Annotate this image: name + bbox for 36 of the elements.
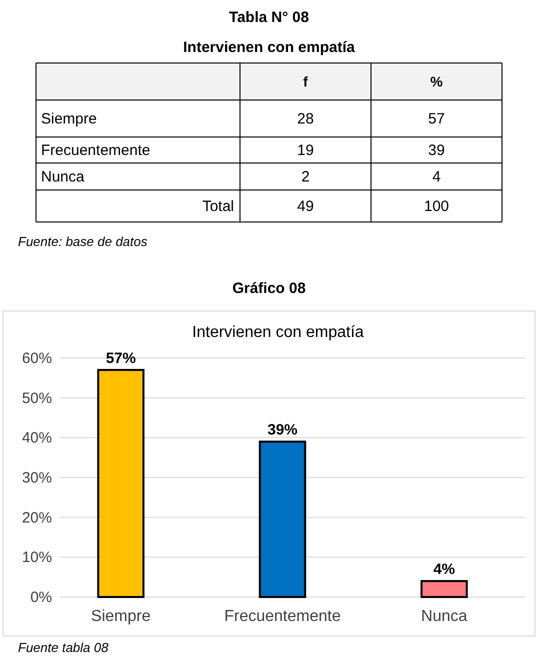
category-label: Siempre <box>41 110 97 128</box>
chart-subtitle: Intervienen con empatía <box>192 324 364 341</box>
data-label: 4 <box>432 168 441 186</box>
y-tick-label: 30% <box>22 470 52 486</box>
data-label: 57% <box>106 350 136 367</box>
source-note: Fuente: base de datos <box>18 234 148 249</box>
y-tick-label: 20% <box>22 509 52 526</box>
bar <box>258 440 306 598</box>
data-label: 49 <box>297 198 314 215</box>
bar <box>97 368 144 598</box>
data-label: 28 <box>297 110 314 128</box>
data-label: 39% <box>267 422 298 439</box>
y-tick-label: 40% <box>22 430 52 447</box>
x-tick-label: Siempre <box>91 608 151 625</box>
text: Intervienen con empatía <box>183 39 356 56</box>
bar <box>420 580 468 598</box>
y-tick-label: 50% <box>22 390 52 407</box>
y-tick-label: 0% <box>30 589 52 606</box>
x-tick-label: Nunca <box>421 608 468 625</box>
text: f <box>303 74 308 90</box>
data-label: 39 <box>428 142 445 159</box>
category-label: Total <box>202 198 234 215</box>
data-label: 57 <box>428 110 445 128</box>
chart-title: Gráfico 08 <box>232 280 306 297</box>
data-label: 19 <box>297 142 314 159</box>
data-label: 100 <box>424 198 450 215</box>
text: % <box>430 74 444 90</box>
text: Tabla N° 08 <box>229 9 309 26</box>
category-label: Nunca <box>41 168 86 186</box>
y-tick-label: 10% <box>22 549 52 566</box>
category-label: Frecuentemente <box>41 142 150 159</box>
data-label: 4% <box>433 561 456 578</box>
x-tick-label: Frecuentemente <box>224 608 341 625</box>
y-tick-label: 60% <box>22 350 52 367</box>
data-label: 2 <box>301 168 310 186</box>
source-note: Fuente tabla 08 <box>18 640 110 655</box>
